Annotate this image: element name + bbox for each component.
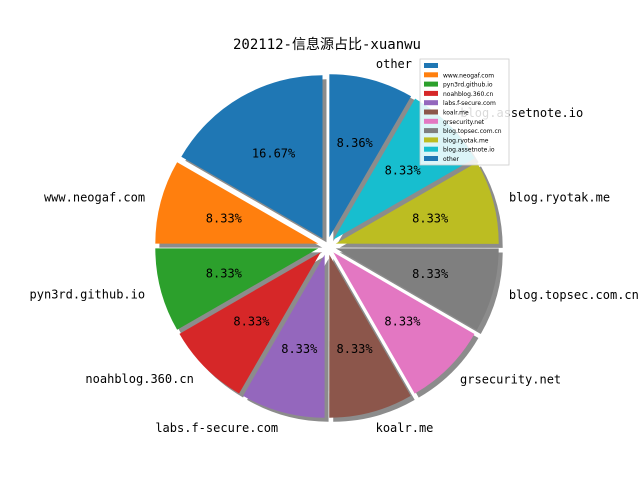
pie-slice (329, 74, 412, 238)
slice-outer-label: pyn3rd.github.io (30, 288, 146, 302)
slice-percent-label: 8.33% (281, 342, 318, 356)
legend-swatch (424, 137, 438, 143)
chart-title: 202112-信息源占比-xuanwu (233, 36, 421, 53)
pie-slice (179, 252, 321, 394)
legend-swatch (424, 156, 438, 161)
legend-swatch (424, 72, 438, 78)
legend-entry-label: koalr.me (443, 110, 469, 117)
slice-percent-label: 8.33% (412, 212, 449, 226)
slice-outer-label: www.neogaf.com (44, 190, 145, 204)
legend-swatch (424, 81, 438, 87)
slice-percent-label: 8.33% (337, 342, 374, 356)
pie-slice (335, 248, 499, 330)
slices (155, 74, 499, 418)
legend-entry-label: blog.topsec.com.cn (443, 128, 502, 135)
legend-entry-label: pyn3rd.github.io (443, 82, 493, 89)
legend-swatch (424, 63, 438, 68)
pie-slice (181, 75, 323, 239)
slice-percent-label: 8.33% (384, 315, 421, 329)
legend-entry-label: blog.assetnote.io (443, 147, 495, 154)
slice-percent-label: 8.33% (412, 267, 449, 281)
percent-labels: 16.67% 8.33% 8.33% 8.33% 8.33% 8.33% 8.33% 8.33… (206, 136, 449, 356)
slice-outer-label: grsecurity.net (460, 372, 561, 386)
legend-swatch (424, 118, 438, 124)
legend-swatch (424, 146, 438, 152)
legend-entry-label: blog.ryotak.me (443, 137, 489, 144)
slice-outer-label: other (376, 57, 412, 71)
slice-outer-label: blog.ryotak.me (509, 191, 610, 205)
slice-percent-label: 8.36% (337, 136, 374, 150)
slice-outer-label: blog.topsec.com.cn (509, 288, 639, 302)
legend-entry-label: grsecurity.net (443, 119, 485, 126)
slice-percent-label: 8.33% (206, 211, 243, 225)
pie-slice (333, 252, 475, 394)
slice-outer-label: noahblog.360.cn (85, 372, 193, 386)
legend-entry-label: www.neogaf.com (443, 72, 494, 79)
pie-slice (155, 162, 319, 244)
legend-swatch (424, 109, 438, 115)
slice-outer-label: koalr.me (376, 421, 434, 435)
legend-swatch (424, 90, 438, 96)
pie-slice (243, 254, 325, 418)
pie-slice (329, 254, 411, 418)
pie-slice (335, 162, 499, 244)
slice-percent-label: 16.67% (252, 147, 296, 161)
legend-swatch (424, 100, 438, 106)
slice-percent-label: 8.33% (206, 267, 243, 281)
slice-percent-label: 8.33% (385, 164, 422, 178)
legend-entry-label: other (443, 156, 460, 163)
legend-swatch (424, 128, 438, 134)
legend-entry-label: labs.f-secure.com (443, 100, 496, 107)
slice-outer-label: labs.f-secure.com (155, 421, 278, 435)
legend: www.neogaf.com pyn3rd.github.io noahblog.3… (419, 58, 510, 166)
pie-slice (155, 248, 319, 330)
slice-percent-label: 8.33% (233, 315, 270, 329)
legend-entry-label: noahblog.360.cn (443, 91, 493, 98)
